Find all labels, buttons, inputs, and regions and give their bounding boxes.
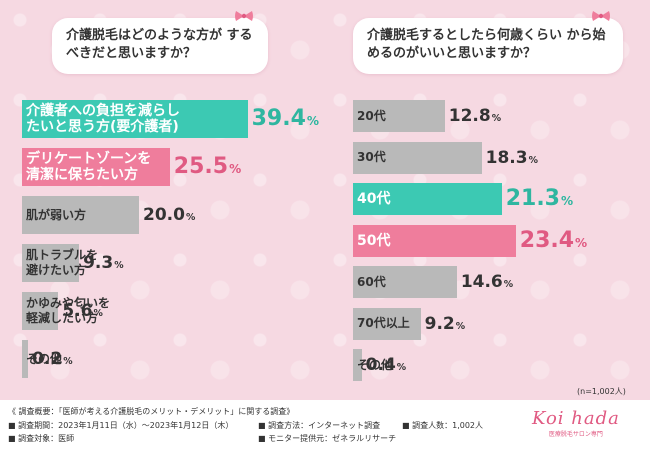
category-label: 20代: [357, 108, 386, 123]
chart-bar: [353, 266, 457, 298]
category-label: 肌トラブルを 避けたい方: [26, 248, 99, 277]
left-chart-panel: 介護脱毛はどのような方が するべきだと思いますか？ 介護者への負担を減らし たい…: [0, 0, 325, 400]
value-label: 23.4%: [519, 227, 588, 253]
right-question-text: 介護脱毛するとしたら何歳くらい から始めるのがいいと思いますか？: [367, 28, 606, 61]
chart-bar: [22, 100, 248, 138]
category-label: 70代以上: [357, 316, 410, 330]
value-label: 25.5%: [173, 154, 242, 179]
chart-bar: [22, 292, 59, 330]
value-label: 21.3%: [505, 186, 574, 211]
logo-subtext: 医療脱毛サロン専門: [548, 431, 603, 438]
value-label: 39.4%: [251, 106, 320, 131]
category-label: デリケートゾーンを 清潔に保ちたい方: [26, 151, 152, 183]
survey-method: ■ 調査方法：インターネット調査: [258, 421, 381, 430]
chart-bar: [353, 224, 516, 257]
chart-bar: [353, 100, 445, 132]
logo-text: Koi hada: [532, 408, 620, 429]
value-label: 0.4%: [365, 355, 407, 375]
value-label: 14.6%: [460, 272, 514, 292]
survey-period: ■ 調査期間：2023年1月11日（水）～2023年1月12日（木）: [8, 421, 234, 430]
right-chart-panel: 介護脱毛するとしたら何歳くらい から始めるのがいいと思いますか？ 20代 12.8…: [325, 0, 650, 400]
category-label: 介護者への負担を減らし たいと思う方(要介護者): [26, 103, 180, 135]
chart-bar: [22, 244, 80, 282]
category-label: 60代: [357, 274, 386, 289]
sample-size-label: (n=1,002人): [577, 387, 626, 396]
chart-bar: [22, 148, 170, 186]
value-label: 5.6%: [62, 301, 103, 321]
survey-overview: 《 調査概要：「医師が考える介護脱毛のメリット・デメリット」に関する調査》: [8, 407, 295, 416]
value-label: 12.8%: [448, 106, 502, 126]
chart-bar: [353, 307, 421, 340]
chart-bar: [22, 340, 29, 378]
value-label: 0.2%: [32, 349, 73, 369]
category-label: その他: [357, 357, 394, 372]
survey-provider: ■ モニター提供元：ゼネラルリサーチ: [258, 434, 397, 443]
left-question-text: 介護脱毛はどのような方が するべきだと思いますか？: [66, 28, 253, 61]
category-label: 40代: [357, 191, 391, 207]
ribbon-bow-icon: [235, 11, 253, 21]
category-label: 肌が弱い方: [26, 207, 87, 222]
category-label: かゆみや匂いを 軽減したい方: [26, 296, 111, 325]
chart-bar: [22, 196, 139, 234]
koihada-logo: Koi hada 医療脱毛サロン専門: [532, 408, 620, 438]
value-label: 20.0%: [143, 205, 196, 225]
category-label: 30代: [357, 150, 386, 164]
category-label: その他: [26, 351, 63, 366]
value-label: 9.3%: [83, 253, 124, 273]
survey-count: ■ 調査人数：1,002人: [402, 421, 484, 430]
category-label: 50代: [357, 232, 391, 249]
survey-footer: 《 調査概要：「医師が考える介護脱毛のメリット・デメリット」に関する調査》 ■ …: [0, 400, 650, 450]
left-question-box: 介護脱毛はどのような方が するべきだと思いますか？: [52, 18, 268, 74]
chart-bar: [353, 141, 482, 174]
value-label: 9.2%: [424, 313, 466, 334]
ribbon-bow-icon: [592, 11, 610, 21]
chart-bar: [353, 349, 362, 381]
value-label: 18.3%: [485, 147, 538, 168]
right-question-box: 介護脱毛するとしたら何歳くらい から始めるのがいいと思いますか？: [353, 18, 623, 74]
chart-bar: [353, 183, 502, 215]
survey-target: ■ 調査対象：医師: [8, 434, 75, 443]
